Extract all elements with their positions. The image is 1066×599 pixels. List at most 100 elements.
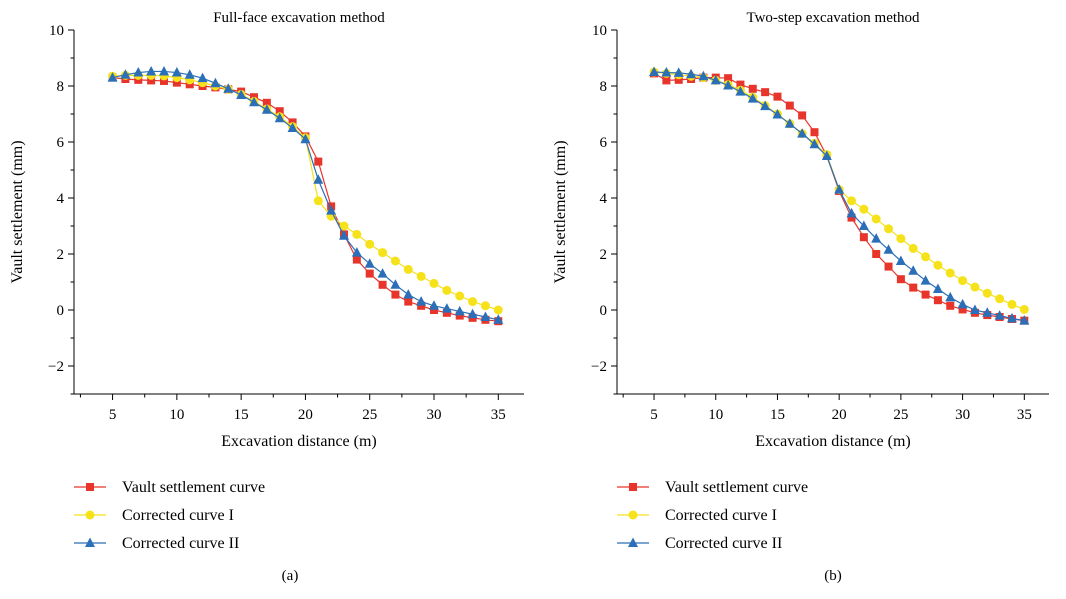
data-point — [133, 67, 144, 77]
data-point — [493, 314, 504, 324]
data-point — [798, 111, 807, 120]
data-point — [313, 196, 323, 206]
data-point — [970, 282, 980, 292]
series-circle — [108, 70, 503, 315]
data-point — [908, 243, 918, 253]
data-point — [773, 92, 782, 101]
data-point — [834, 184, 845, 194]
data-point — [223, 83, 234, 93]
data-point — [921, 252, 931, 262]
data-point — [210, 77, 221, 88]
x-tick-label: 30 — [427, 407, 442, 423]
data-point — [909, 283, 918, 292]
data-point — [933, 260, 943, 270]
data-point — [735, 86, 746, 96]
panel-label: (a) — [282, 568, 299, 584]
data-point — [480, 311, 491, 321]
data-point — [871, 214, 881, 224]
data-point — [442, 308, 451, 317]
data-point — [920, 275, 931, 285]
x-tick-label: 35 — [1017, 407, 1032, 423]
data-point — [107, 72, 118, 82]
data-point — [797, 128, 808, 138]
x-tick-label: 20 — [298, 407, 313, 423]
data-point — [946, 301, 955, 310]
data-point — [262, 98, 271, 107]
data-point — [710, 74, 721, 85]
x-tick-label: 25 — [893, 407, 908, 423]
data-point — [908, 265, 919, 275]
data-point — [847, 213, 856, 222]
data-point — [1019, 315, 1030, 325]
data-point — [895, 255, 906, 265]
data-point — [698, 70, 709, 81]
data-point — [314, 157, 323, 166]
data-point — [761, 88, 770, 97]
data-point — [649, 66, 660, 76]
series-triangle — [649, 66, 1030, 325]
data-point — [326, 205, 337, 215]
y-tick-label: 0 — [600, 303, 608, 319]
data-point — [274, 112, 285, 123]
y-tick-label: 6 — [600, 135, 608, 151]
y-tick-label: 10 — [49, 23, 64, 39]
data-point — [159, 65, 169, 76]
data-point — [493, 305, 503, 315]
series-triangle — [107, 65, 504, 324]
data-point — [442, 285, 452, 295]
panel-label: (b) — [824, 568, 842, 584]
legend-marker — [86, 483, 94, 491]
data-point — [982, 307, 993, 317]
data-point — [352, 229, 362, 239]
series-square — [108, 73, 503, 326]
data-point — [785, 101, 794, 110]
data-point — [884, 224, 894, 234]
data-point — [390, 256, 400, 266]
data-point — [403, 289, 414, 299]
data-point — [378, 280, 387, 289]
x-tick-label: 30 — [955, 407, 970, 423]
data-point — [760, 100, 771, 111]
x-tick-label: 10 — [169, 407, 184, 423]
data-point — [772, 109, 783, 119]
data-point — [261, 104, 272, 114]
data-point — [883, 244, 894, 254]
x-axis-label: Excavation distance (m) — [221, 433, 377, 450]
data-point — [859, 204, 869, 214]
y-axis-label: Vault settlement (mm) — [9, 140, 26, 283]
data-point — [197, 72, 208, 83]
legend-marker — [629, 483, 637, 491]
data-point — [673, 67, 684, 77]
data-point — [249, 96, 259, 107]
legend-label: Corrected curve II — [665, 535, 782, 552]
data-point — [455, 291, 465, 301]
data-point — [810, 128, 819, 137]
data-point — [1007, 299, 1017, 309]
data-point — [160, 76, 168, 85]
legend-label: Corrected curve I — [665, 507, 777, 524]
legend-marker — [85, 537, 95, 547]
data-point — [365, 239, 375, 249]
data-point — [969, 304, 980, 314]
y-tick-label: 2 — [57, 247, 65, 263]
y-tick-label: 10 — [592, 23, 607, 39]
legend-marker — [628, 537, 638, 547]
data-point — [884, 262, 893, 271]
data-point — [365, 269, 374, 278]
data-point — [674, 75, 683, 84]
data-point — [275, 107, 284, 116]
data-point — [933, 296, 942, 305]
legend-marker — [85, 510, 95, 520]
data-point — [441, 303, 452, 313]
data-point — [468, 297, 478, 307]
data-point — [809, 138, 820, 149]
legend-marker — [628, 510, 638, 520]
data-point — [896, 234, 906, 244]
data-point — [454, 305, 465, 316]
data-point — [429, 278, 439, 288]
chart-title: Full-face excavation method — [213, 10, 385, 26]
data-point — [1006, 312, 1017, 323]
data-point — [404, 297, 413, 306]
